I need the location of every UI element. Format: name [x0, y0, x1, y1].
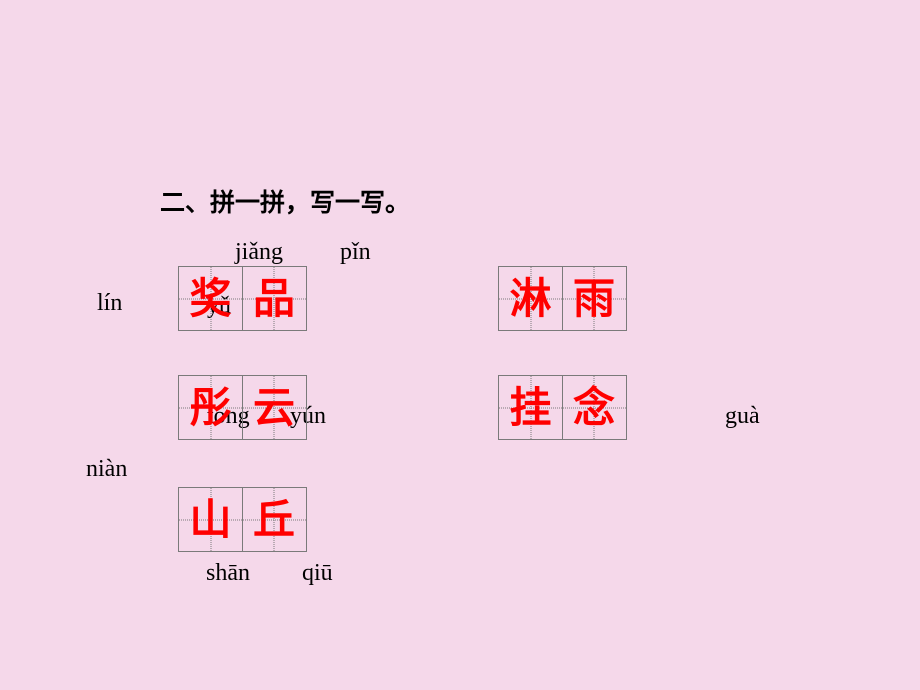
- char-box: 挂: [498, 375, 563, 440]
- char-box: 雨: [562, 266, 627, 331]
- hanzi-tong: 彤: [189, 387, 231, 429]
- pinyin-jiang: jiǎng: [235, 239, 283, 266]
- char-box: 奖: [178, 266, 243, 331]
- pinyin-shan: shān: [206, 560, 250, 587]
- hanzi-qiu: 丘: [253, 499, 295, 541]
- pinyin-lin: lín: [97, 290, 122, 317]
- pinyin-nian: niàn: [86, 456, 127, 483]
- pair-tongyun: 彤 云: [178, 375, 307, 440]
- hanzi-shan: 山: [189, 499, 231, 541]
- hanzi-yu: 雨: [573, 278, 615, 320]
- char-box: 淋: [498, 266, 563, 331]
- hanzi-yun: 云: [253, 387, 295, 429]
- hanzi-gua: 挂: [509, 387, 551, 429]
- pinyin-qiu: qiū: [302, 560, 333, 587]
- char-box: 云: [242, 375, 307, 440]
- pair-guanian: 挂 念: [498, 375, 627, 440]
- char-box: 念: [562, 375, 627, 440]
- hanzi-nian: 念: [573, 387, 615, 429]
- pinyin-gua: guà: [725, 403, 760, 430]
- pair-linyu: 淋 雨: [498, 266, 627, 331]
- hanzi-lin: 淋: [509, 278, 551, 320]
- char-box: 山: [178, 487, 243, 552]
- pair-shanqiu: 山 丘: [178, 487, 307, 552]
- section-title: 二、拼一拼，写一写。: [160, 183, 410, 219]
- char-box: 彤: [178, 375, 243, 440]
- char-box: 丘: [242, 487, 307, 552]
- hanzi-pin: 品: [253, 278, 295, 320]
- char-box: 品: [242, 266, 307, 331]
- pinyin-pin: pǐn: [340, 239, 371, 266]
- pair-jiangpin: 奖 品: [178, 266, 307, 331]
- hanzi-jiang: 奖: [189, 278, 231, 320]
